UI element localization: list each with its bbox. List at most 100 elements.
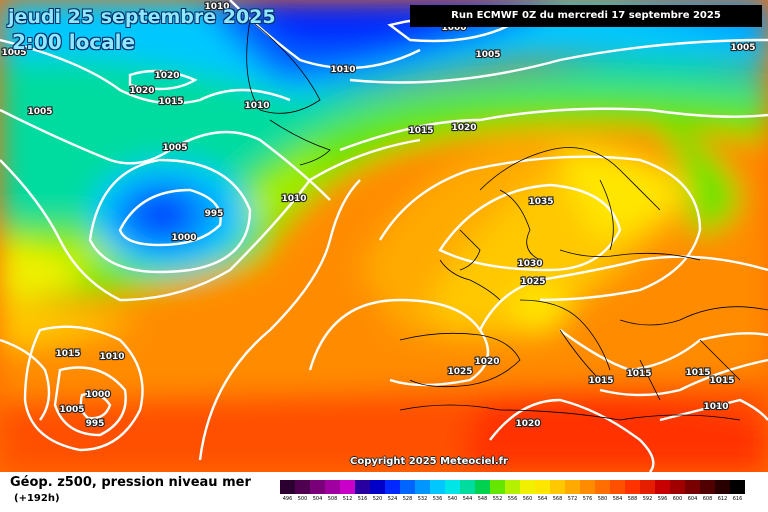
scale-label: 564 [537, 496, 548, 502]
isobar-label: 1010 [99, 352, 124, 362]
isobar-label: 1005 [1, 48, 26, 58]
scale-label: 540 [447, 496, 458, 502]
isobar-label: 1035 [528, 197, 553, 207]
color-scale: 496 500 504 508 512 516 520 524 528 532 536 540 544 5… [280, 480, 745, 504]
weather-map: 1010 1005 1020 1020 1015 1010 1010 1005 1005 1000… [0, 0, 768, 472]
scale-label: 568 [552, 496, 563, 502]
scale-label: 512 [342, 496, 353, 502]
scale-swatch [415, 480, 430, 494]
isobar-label: 1015 [408, 126, 433, 136]
scale-label: 584 [612, 496, 623, 502]
isobar-label: 1020 [129, 86, 154, 96]
scale-label: 500 [297, 496, 308, 502]
isobar-label: 1020 [451, 123, 476, 133]
scale-label: 612 [717, 496, 728, 502]
isobar-label: 1010 [281, 194, 306, 204]
scale-swatch [610, 480, 625, 494]
map-canvas: 1010100510201020101510101010100510051000… [0, 0, 768, 472]
scale-swatch [670, 480, 685, 494]
scale-label: 496 [282, 496, 293, 502]
scale-swatch [325, 480, 340, 494]
scale-label: 508 [327, 496, 338, 502]
scale-label: 532 [417, 496, 428, 502]
scale-label: 504 [312, 496, 323, 502]
scale-label: 524 [387, 496, 398, 502]
scale-swatch [355, 480, 370, 494]
valid-date: jeudi 25 septembre 2025 [8, 6, 276, 28]
scale-label: 596 [657, 496, 668, 502]
scale-label: 528 [402, 496, 413, 502]
isobar-label: 1015 [709, 376, 734, 386]
scale-swatch [490, 480, 505, 494]
isobar-label: 1010 [244, 101, 269, 111]
isobar-label: 1020 [515, 419, 540, 429]
scale-swatch [685, 480, 700, 494]
color-scale-swatches [280, 480, 745, 494]
isobar-label: 1005 [27, 107, 52, 117]
coastlines [246, 19, 768, 421]
scale-swatch [535, 480, 550, 494]
isobar-label: 1015 [588, 376, 613, 386]
isobar-label: 1010 [703, 402, 728, 412]
scale-swatch [370, 480, 385, 494]
scale-swatch [640, 480, 655, 494]
scale-swatch [340, 480, 355, 494]
scale-label: 580 [597, 496, 608, 502]
isobar-label: 1015 [685, 368, 710, 378]
scale-label: 600 [672, 496, 683, 502]
scale-label: 588 [627, 496, 638, 502]
scale-swatch [700, 480, 715, 494]
scale-label: 592 [642, 496, 653, 502]
scale-swatch [475, 480, 490, 494]
scale-swatch [400, 480, 415, 494]
scale-label: 608 [702, 496, 713, 502]
scale-swatch [715, 480, 730, 494]
isobar-label: 1020 [154, 71, 179, 81]
isobar-label: 1010 [204, 2, 229, 12]
isobar-label: 1025 [447, 367, 472, 377]
legend-title: Géop. z500, pression niveau mer [10, 475, 251, 490]
isobar-label: 995 [86, 419, 105, 429]
isobar-labels: 1010100510201020101510101010100510051000… [0, 1, 756, 430]
isobar-label: 1010 [330, 65, 355, 75]
isobar-label: 995 [205, 209, 224, 219]
isobar-label: 1015 [158, 97, 183, 107]
isobar-label: 1015 [55, 349, 80, 359]
color-scale-labels: 496 500 504 508 512 516 520 524 528 532 536 540 544 5… [280, 494, 745, 504]
scale-label: 520 [372, 496, 383, 502]
scale-swatch [565, 480, 580, 494]
scale-swatch [625, 480, 640, 494]
scale-label: 604 [687, 496, 698, 502]
scale-swatch [505, 480, 520, 494]
isobar-label: 1005 [475, 50, 500, 60]
scale-swatch [655, 480, 670, 494]
scale-swatch [445, 480, 460, 494]
scale-swatch [295, 480, 310, 494]
scale-label: 556 [507, 496, 518, 502]
valid-time: 2:00 locale [12, 30, 136, 54]
isobar-label: 1005 [162, 143, 187, 153]
isobar-label: 1000 [171, 233, 196, 243]
scale-label: 572 [567, 496, 578, 502]
isobar-label: 1030 [517, 259, 542, 269]
scale-swatch [580, 480, 595, 494]
scale-swatch [430, 480, 445, 494]
legend-footer: Géop. z500, pression niveau mer (+192h) … [0, 472, 768, 512]
isobar-label: 1025 [520, 277, 545, 287]
scale-label: 544 [462, 496, 473, 502]
scale-swatch [280, 480, 295, 494]
scale-label: 616 [732, 496, 743, 502]
scale-label: 536 [432, 496, 443, 502]
scale-swatch [520, 480, 535, 494]
scale-swatch [460, 480, 475, 494]
isobar-label: 1015 [626, 369, 651, 379]
scale-swatch [310, 480, 325, 494]
scale-label: 552 [492, 496, 503, 502]
run-info: Run ECMWF 0Z du mercredi 17 septembre 20… [410, 5, 762, 27]
scale-swatch [385, 480, 400, 494]
scale-label: 516 [357, 496, 368, 502]
isobar-label: 1005 [730, 43, 755, 53]
isobar-label: 1000 [85, 390, 110, 400]
forecast-lead: (+192h) [14, 493, 60, 504]
copyright: Copyright 2025 Meteociel.fr [350, 456, 508, 467]
